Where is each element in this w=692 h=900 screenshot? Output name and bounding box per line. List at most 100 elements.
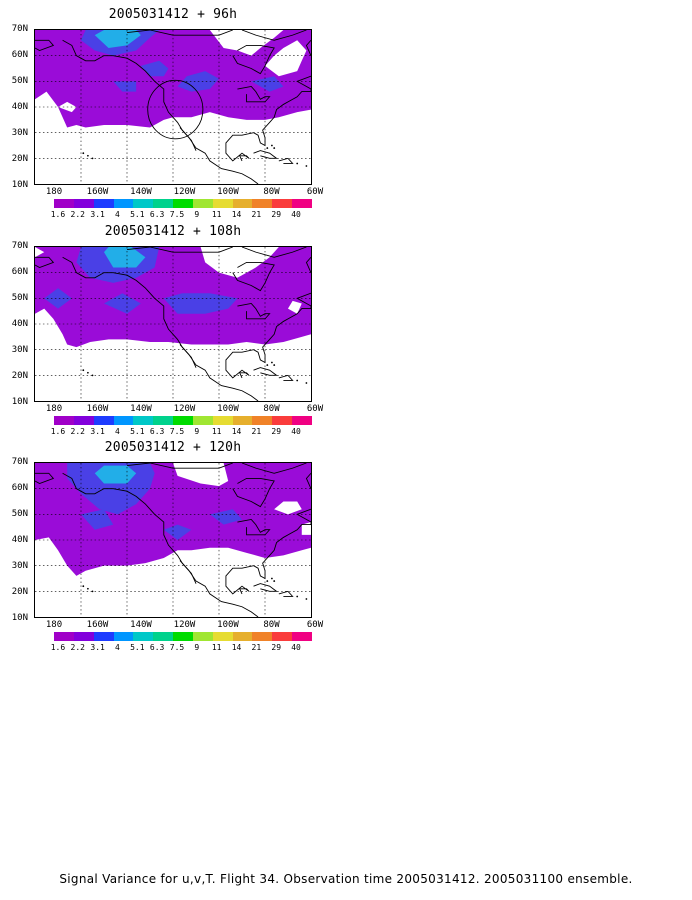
island [273,580,276,582]
colorbar-label: 21 [251,643,262,652]
variance-region-mid [80,509,114,530]
colorbar-swatch [232,632,253,641]
lon-tick-label: 100W [217,187,239,197]
variance-region-mid [140,60,169,77]
coastline [232,261,275,292]
island [87,587,89,590]
colorbar-label: 9 [194,643,200,652]
coastline [179,560,197,584]
variance-region-high [104,247,146,268]
coastline [225,508,311,595]
colorbar-label: 6.3 [149,643,165,652]
colorbar-swatch [93,199,114,208]
island [273,147,276,149]
no-data-region [287,300,302,314]
lat-tick-label: 70N [11,457,28,467]
coastline [241,463,307,474]
lat-tick-label: 50N [11,509,28,519]
island [82,585,85,588]
colorbar-swatch [153,632,174,641]
colorbar-label: 1.6 [50,210,66,219]
coastline [35,39,55,52]
coastline [126,463,233,469]
island [273,364,276,366]
lon-tick-label: 160W [86,187,109,197]
colorbar-label: 40 [291,427,301,436]
colorbar-label: 4 [115,210,120,219]
coastline [62,472,259,617]
colorbar-label: 21 [251,210,262,219]
colorbar-swatch [232,199,253,208]
island [305,165,308,167]
variance-region-mid [104,293,141,314]
colorbar-label: 3.1 [90,427,105,436]
colorbar-swatch [212,199,233,208]
colorbar-swatch [292,632,312,641]
coastline [126,247,233,253]
panel-title: 2005031412 + 96h [108,7,238,22]
lat-tick-label: 60N [11,483,28,493]
colorbar-swatch [73,199,94,208]
colorbar-swatch [173,199,193,208]
island [82,152,85,155]
map-panel-2: 2005031412 + 120h 70N 60N 50N 40N 30N 20N 10N 18… [0,440,340,656]
island [305,598,308,600]
colorbar-label: 5.1 [130,210,145,219]
coastline [278,374,294,381]
lat-tick-label: 10N [11,613,28,623]
lon-tick-label: 80W [263,187,280,197]
panel-title: 2005031412 + 120h [104,440,242,455]
colorbar-swatch [93,416,114,425]
colorbar-label: 40 [291,210,301,219]
colorbar-label: 4 [115,427,120,436]
no-data-region [209,30,284,56]
lat-tick-label: 70N [11,24,28,34]
coastline [241,30,307,41]
colorbar-label: 40 [291,643,301,652]
lon-tick-label: 180 [45,404,63,414]
coastline [232,44,275,75]
lat-tick-label: 30N [11,561,28,571]
colorbar-label: 14 [231,427,242,436]
coastline [179,344,197,368]
island [305,382,308,384]
colorbar-label: 1.6 [50,427,66,436]
colorbar-label: 2.2 [70,427,85,436]
island [296,379,299,382]
island [271,144,273,147]
variance-region-mid [113,81,137,92]
lat-tick-label: 20N [11,154,28,164]
colorbar-swatch [192,632,213,641]
colorbar-swatch [113,199,134,208]
colorbar-label: 3.1 [90,643,105,652]
no-data-region [173,463,229,487]
no-data-region [274,501,302,515]
figure-caption: Signal Variance for u,v,T. Flight 34. Ob… [59,872,633,886]
coastline [253,150,278,159]
colorbar-label: 7.5 [169,210,185,219]
colorbar-label: 1.6 [50,643,66,652]
lon-tick-label: 80W [263,620,280,630]
colorbar [54,632,312,641]
lon-tick-label: 60W [306,187,324,197]
colorbar-swatch [153,199,174,208]
island [271,577,273,580]
coastline [278,590,294,597]
colorbar-label: 2.2 [70,210,85,219]
island [87,154,89,157]
lat-tick-label: 50N [11,76,28,86]
coastline [241,247,307,258]
colorbar-label: 21 [251,427,262,436]
island [91,374,94,377]
colorbar-swatch [173,416,193,425]
colorbar-label: 14 [231,210,242,219]
map-canvas [35,463,311,617]
lon-tick-label: 120W [173,620,196,630]
lat-tick-label: 20N [11,371,28,381]
lat-tick-label: 20N [11,587,28,597]
variance-region-mid [209,509,242,525]
colorbar-swatch [192,416,213,425]
colorbar-swatch [232,416,253,425]
island [82,369,85,372]
variance-map [34,462,312,618]
